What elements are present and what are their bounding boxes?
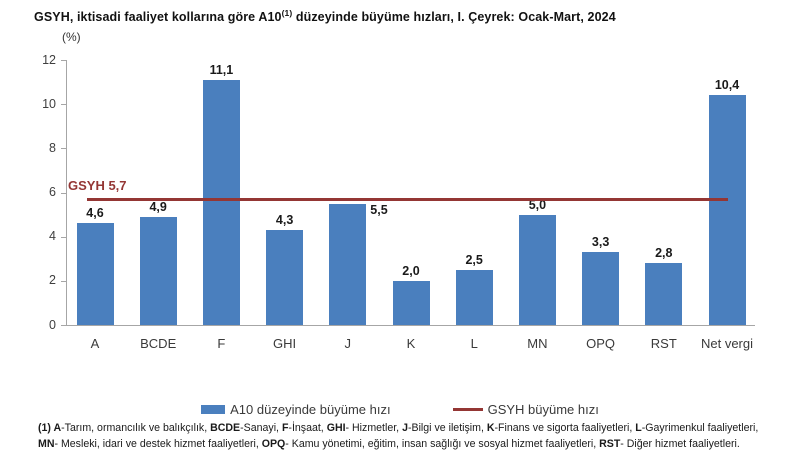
- x-axis-category-label: OPQ: [586, 336, 616, 351]
- bar-value-label: 4,3: [275, 213, 294, 228]
- y-axis-tick-mark: [61, 236, 66, 238]
- bar-value-label: 2,0: [402, 263, 420, 278]
- bar-value-label: 2,8: [655, 246, 673, 261]
- y-axis-tick-label: 8: [49, 140, 56, 155]
- chart-title-text-after: düzeyinde büyüme hızları, I. Çeyrek: Oca…: [292, 10, 616, 25]
- bar: [708, 95, 746, 325]
- x-axis-category-label: GHI: [273, 336, 297, 351]
- reference-line: [87, 198, 728, 201]
- bar-value-label: 2,5: [465, 252, 483, 267]
- y-axis-tick-label: 12: [42, 52, 56, 67]
- y-axis-tick-label: 2: [49, 273, 56, 288]
- chart-title-text: GSYH, iktisadi faaliyet kollarına göre A…: [34, 10, 282, 25]
- legend-item-a10: A10 düzeyinde büyüme hızı: [201, 402, 391, 417]
- legend: A10 düzeyinde büyüme hızı GSYH büyüme hı…: [0, 402, 800, 417]
- legend-bar-swatch-icon: [201, 405, 226, 414]
- bar: [202, 79, 240, 325]
- bar-value-label: 3,3: [591, 235, 610, 250]
- x-axis-category-label: BCDE: [140, 336, 177, 351]
- x-axis-category-label: RST: [650, 336, 677, 351]
- legend-line-swatch-icon: [452, 408, 483, 411]
- y-axis-tick-mark: [61, 60, 66, 61]
- y-axis-unit-label: (%): [62, 30, 81, 44]
- bar: [645, 263, 683, 325]
- x-axis-line: [66, 325, 755, 326]
- x-axis-category-label: F: [217, 336, 226, 351]
- legend-item-gsyh: GSYH büyüme hızı: [452, 402, 599, 417]
- bar-value-label: 4,6: [86, 206, 104, 221]
- bar: [266, 230, 304, 325]
- x-axis-category-label: L: [470, 336, 478, 351]
- y-axis-tick-label: 6: [49, 185, 56, 199]
- x-axis-category-label: Net vergi: [700, 336, 754, 351]
- y-axis-tick-mark: [61, 148, 66, 150]
- bar-value-label: 4,9: [149, 199, 167, 214]
- bar-value-label: 10,4: [714, 78, 740, 93]
- bar: [392, 280, 430, 325]
- bar: [139, 216, 177, 325]
- y-axis-tick-mark: [61, 280, 66, 282]
- footnote-line: MN- Mesleki, idari ve destek hizmet faal…: [38, 437, 740, 450]
- chart-title-superscript: (1): [281, 8, 293, 18]
- bar-value-label: 5,0: [528, 197, 547, 212]
- bar: [76, 223, 114, 325]
- x-axis-category-label: J: [344, 336, 352, 351]
- legend-label-gsyh: GSYH büyüme hızı: [487, 402, 599, 417]
- footnote: (1) A-Tarım, ormancılık ve balıkçılık, B…: [38, 421, 783, 452]
- y-axis-tick-label: 4: [49, 229, 56, 244]
- y-axis-tick-mark: [61, 104, 66, 106]
- bar-value-label: 11,1: [209, 62, 234, 77]
- bar: [518, 214, 556, 325]
- chart-title: GSYH, iktisadi faaliyet kollarına göre A…: [34, 8, 616, 24]
- x-axis-category-label: MN: [527, 336, 548, 351]
- y-axis-tick-label: 0: [49, 317, 56, 332]
- x-axis-category-label: A: [90, 336, 100, 351]
- bar: [582, 252, 620, 325]
- y-axis-tick-mark: [61, 192, 66, 194]
- footnote-line: (1) A-Tarım, ormancılık ve balıkçılık, B…: [38, 422, 759, 434]
- y-axis-tick-mark: [61, 325, 66, 326]
- y-axis-line: [66, 60, 67, 325]
- bar: [455, 269, 493, 325]
- legend-label-a10: A10 düzeyinde büyüme hızı: [230, 402, 391, 417]
- x-axis-category-label: K: [406, 336, 416, 351]
- reference-line-label: GSYH 5,7: [68, 178, 127, 193]
- y-axis-tick-label: 10: [42, 96, 56, 111]
- bar-value-label: 5,5: [370, 202, 388, 217]
- bar: [329, 203, 367, 325]
